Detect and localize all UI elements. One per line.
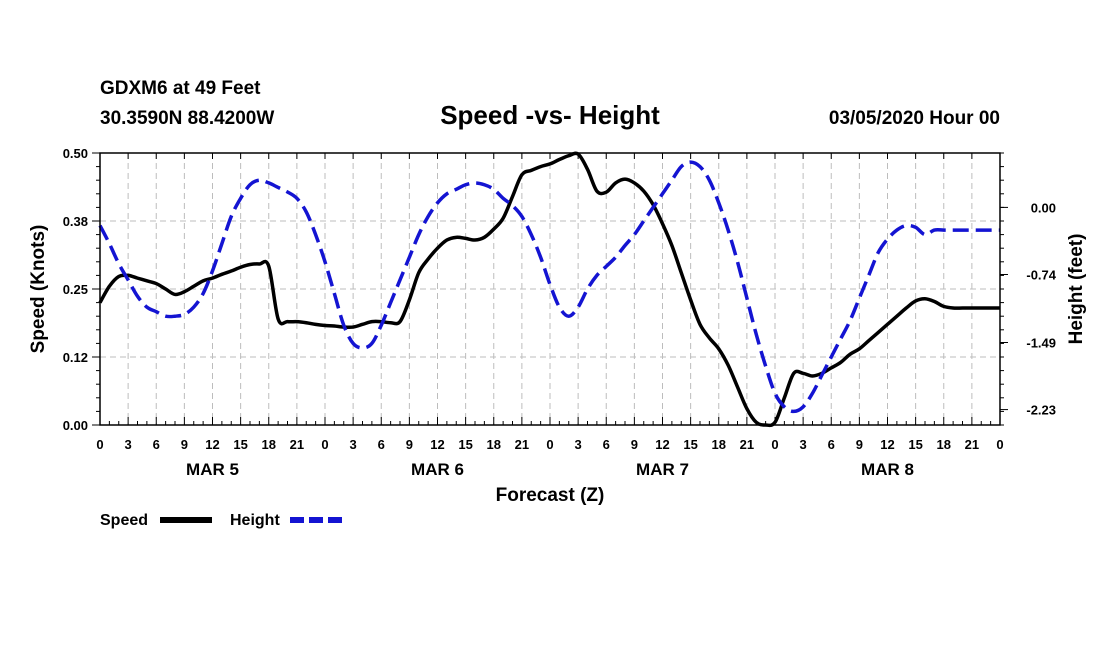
x-axis-label: Forecast (Z): [496, 485, 605, 506]
station-label: GDXM6 at 49 Feet: [100, 78, 261, 99]
x-tick-label: 6: [153, 437, 160, 452]
x-tick-label: 18: [262, 437, 276, 452]
x-tick-label: 12: [655, 437, 669, 452]
day-label: MAR 5: [186, 460, 239, 479]
y-right-tick-label: -0.74: [1026, 267, 1056, 282]
x-tick-label: 21: [740, 437, 754, 452]
x-tick-label: 18: [487, 437, 501, 452]
y-axis-right-label: Height (feet): [1066, 234, 1087, 345]
forecast-date: 03/05/2020 Hour 00: [829, 108, 1000, 129]
speed-series-line: [98, 151, 1000, 428]
x-tick-label: 15: [908, 437, 922, 452]
x-tick-label: 21: [515, 437, 529, 452]
x-tick-label: 15: [233, 437, 247, 452]
day-label: MAR 7: [636, 460, 689, 479]
x-tick-label: 0: [996, 437, 1003, 452]
x-tick-label: 18: [712, 437, 726, 452]
axes: 0 3 6 9 12 15 18 21 0 3 6 9 12 15 18 21 0 3 6 9 12 15 18 21 0 3 6 9…: [63, 146, 1057, 479]
x-tick-label: 15: [683, 437, 697, 452]
legend-height-label: Height: [230, 512, 280, 529]
x-tick-label: 15: [458, 437, 472, 452]
height-series-line: [98, 160, 1000, 414]
y-right-tick-label: -1.49: [1026, 335, 1056, 350]
x-tick-label: 3: [350, 437, 357, 452]
x-tick-label: 12: [205, 437, 219, 452]
x-tick-label: 6: [378, 437, 385, 452]
x-tick-label: 21: [965, 437, 979, 452]
x-tick-label: 3: [800, 437, 807, 452]
x-tick-label: 3: [125, 437, 132, 452]
x-tick-label: 0: [96, 437, 103, 452]
legend: Speed Height: [100, 512, 344, 529]
x-tick-label: 6: [603, 437, 610, 452]
x-tick-label: 12: [880, 437, 894, 452]
x-tick-label: 0: [321, 437, 328, 452]
x-tick-label: 9: [631, 437, 638, 452]
y-left-tick-label: 0.38: [63, 214, 88, 229]
x-tick-label: 6: [828, 437, 835, 452]
y-left-tick-label: 0.00: [63, 418, 88, 433]
y-left-tick-label: 0.12: [63, 350, 88, 365]
x-tick-label: 9: [406, 437, 413, 452]
y-right-tick-label: 0.00: [1031, 200, 1056, 215]
location-label: 30.3590N 88.4200W: [100, 108, 274, 129]
x-tick-label: 3: [575, 437, 582, 452]
x-tick-label: 9: [856, 437, 863, 452]
y-left-tick-label: 0.25: [63, 282, 88, 297]
legend-speed-label: Speed: [100, 512, 148, 529]
y-axis-left-label: Speed (Knots): [28, 225, 49, 354]
series-layer: [98, 151, 1000, 428]
y-right-tick-label: -2.23: [1026, 403, 1056, 418]
x-tick-label: 21: [290, 437, 304, 452]
x-tick-label: 12: [430, 437, 444, 452]
x-tick-label: 18: [937, 437, 951, 452]
x-tick-label: 0: [771, 437, 778, 452]
day-label: MAR 6: [411, 460, 464, 479]
grid-lines: [100, 153, 1000, 425]
y-left-tick-label: 0.50: [63, 146, 88, 161]
chart-title: Speed -vs- Height: [440, 100, 660, 130]
x-tick-label: 9: [181, 437, 188, 452]
x-tick-label: 0: [546, 437, 553, 452]
day-label: MAR 8: [861, 460, 914, 479]
